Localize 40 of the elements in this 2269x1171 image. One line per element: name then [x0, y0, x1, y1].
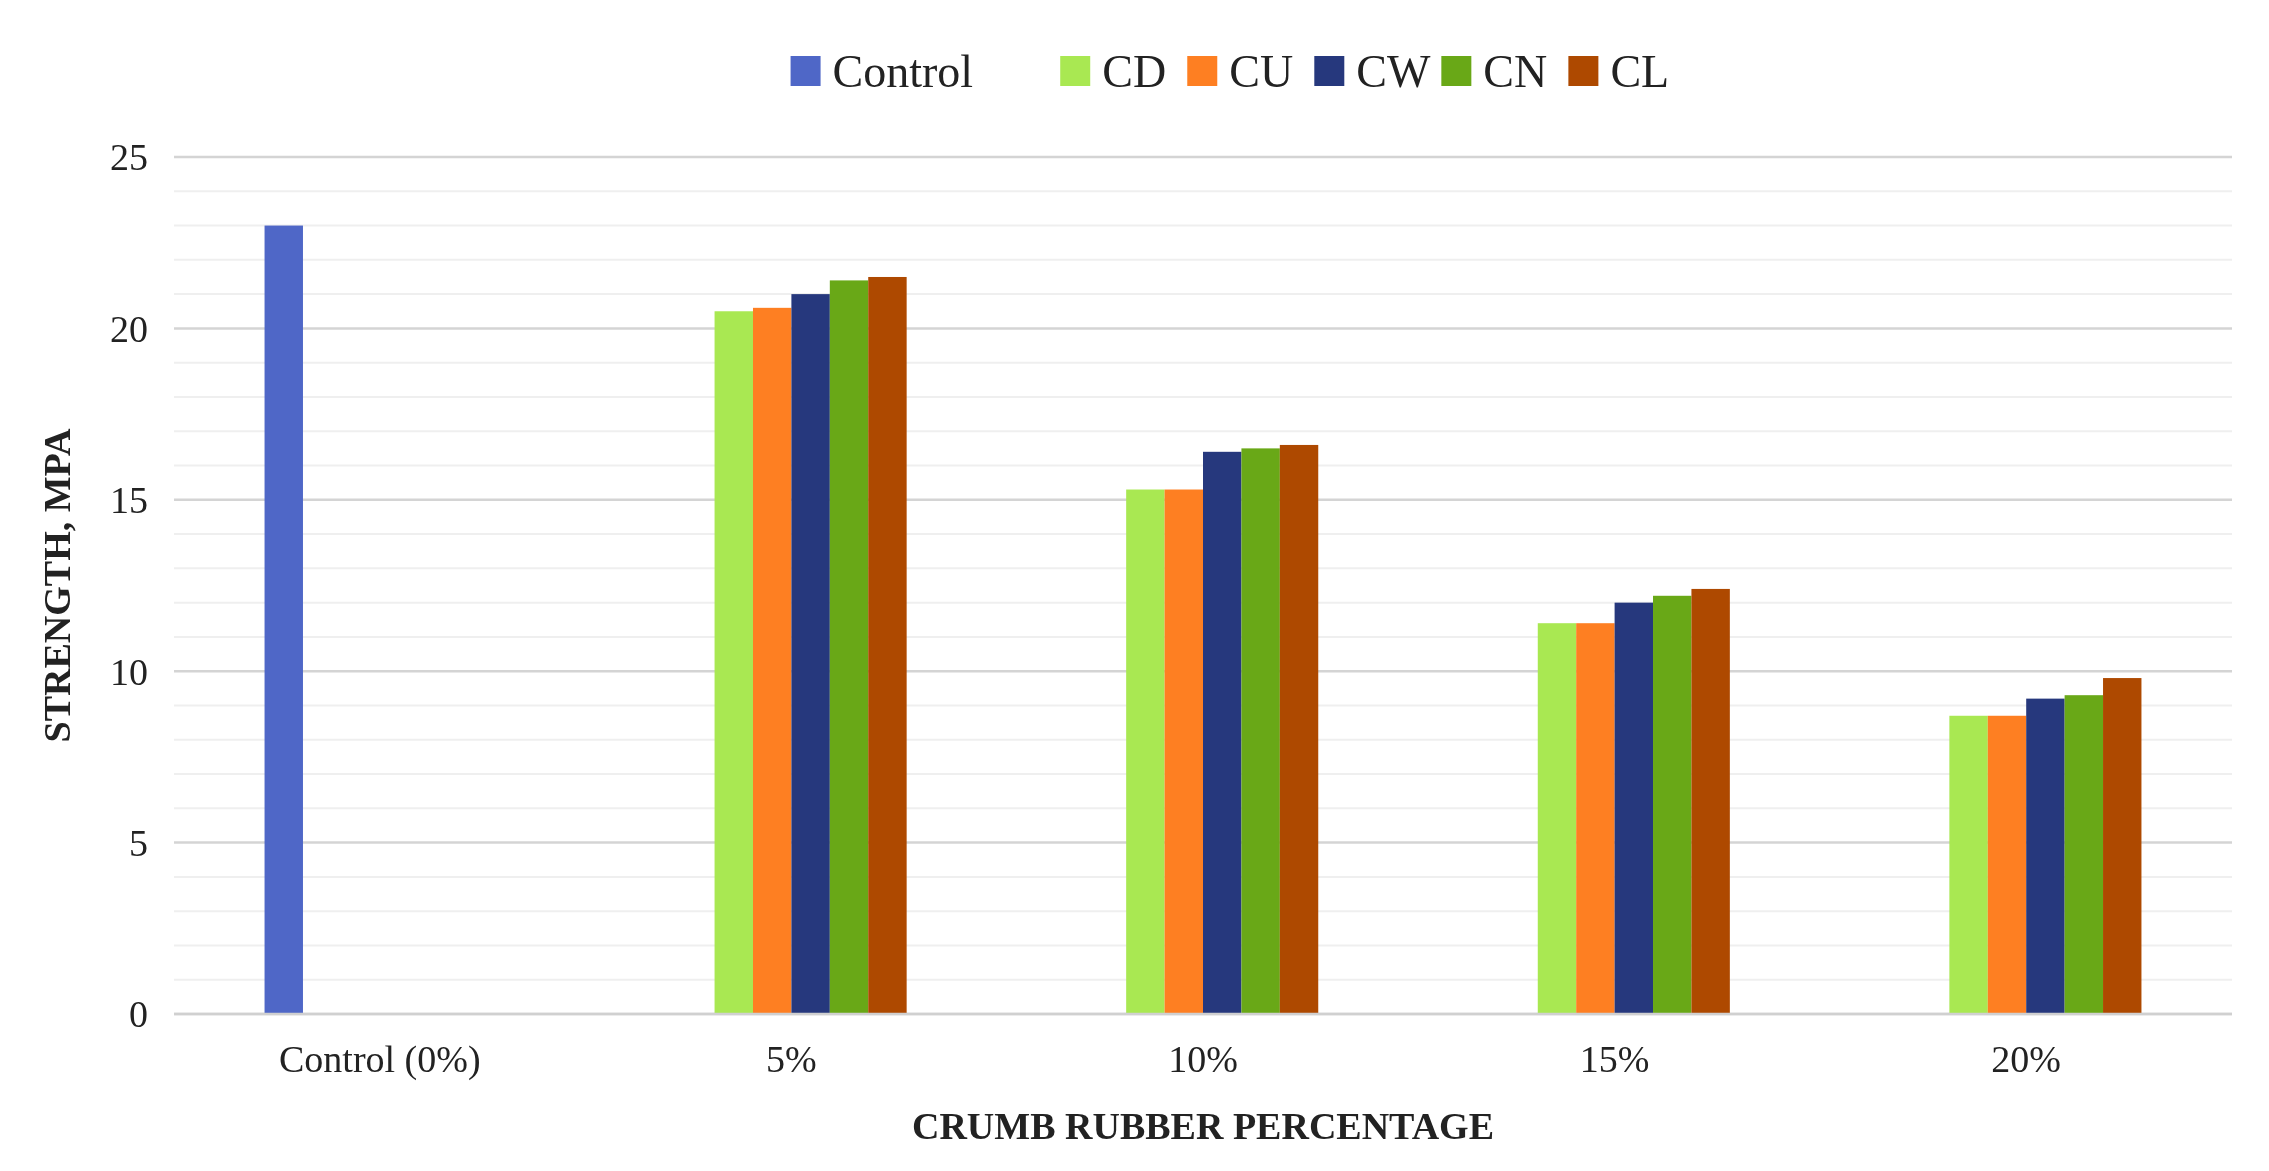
bar	[1126, 489, 1165, 1014]
bar	[2064, 695, 2104, 1014]
y-tick-label: 15	[110, 479, 148, 522]
bar	[1653, 595, 1692, 1014]
bar	[1164, 489, 1203, 1014]
bar	[1987, 715, 2027, 1014]
legend-label: CN	[1483, 46, 1548, 98]
x-tick-label: Control (0%)	[279, 1038, 481, 1081]
x-tick-label: 5%	[766, 1038, 817, 1080]
legend-label: CD	[1102, 46, 1167, 98]
bar	[1576, 623, 1615, 1014]
bar	[2103, 678, 2142, 1014]
legend-label: CW	[1356, 46, 1431, 98]
bar	[829, 280, 869, 1014]
bar	[868, 276, 907, 1014]
bar	[791, 294, 830, 1014]
legend-label: CL	[1610, 46, 1670, 98]
bar	[714, 311, 753, 1014]
bar	[1279, 444, 1319, 1014]
bar	[264, 225, 303, 1014]
legend-label: CU	[1229, 46, 1294, 98]
y-tick-label: 20	[110, 307, 148, 350]
x-tick-label: 20%	[1991, 1038, 2062, 1080]
bar	[1241, 448, 1280, 1014]
y-tick-label: 5	[129, 821, 148, 864]
bar	[1691, 588, 1730, 1014]
bar	[1203, 451, 1242, 1014]
bar	[1614, 602, 1654, 1014]
y-tick-label: 25	[110, 136, 148, 179]
x-tick-label: 10%	[1168, 1038, 1238, 1080]
x-tick-label: 15%	[1579, 1038, 1650, 1080]
bar	[752, 307, 792, 1014]
x-axis-title: CRUMB RUBBER PERCENTAGE	[911, 1105, 1495, 1147]
bar	[1537, 623, 1577, 1014]
bar	[1949, 715, 1988, 1014]
bar	[2026, 698, 2065, 1014]
y-axis-title: STRENGTH, MPA	[36, 428, 78, 743]
y-tick-label: 0	[129, 993, 148, 1036]
legend-label: Control	[832, 46, 974, 98]
y-tick-label: 10	[110, 650, 148, 693]
